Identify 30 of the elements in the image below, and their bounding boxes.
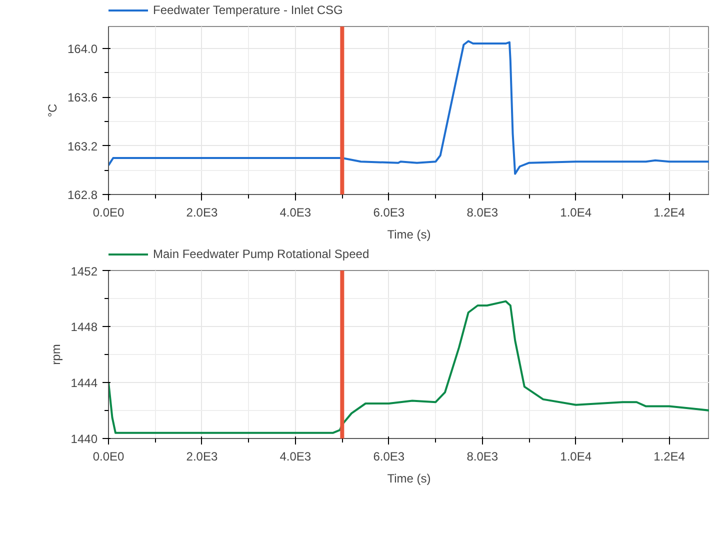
x-tick-label: 1.2E4 — [654, 206, 686, 220]
y-tick-label: 162.8 — [67, 188, 98, 202]
x-axis-title: Time (s) — [387, 472, 431, 486]
x-tick-label: 8.0E3 — [466, 206, 498, 220]
x-tick-label: 1.0E4 — [560, 450, 592, 464]
y-tick-label: 1452 — [70, 264, 98, 278]
y-tick-label: 163.6 — [67, 90, 98, 105]
x-tick-label: 4.0E3 — [280, 450, 312, 464]
y-tick-label: 1444 — [70, 376, 98, 390]
y-tick-label: 1448 — [70, 320, 98, 334]
legend-label: Main Feedwater Pump Rotational Speed — [153, 247, 370, 261]
line-series — [108, 40, 709, 175]
x-tick-label: 4.0E3 — [280, 206, 312, 220]
y-tick-label: 1440 — [70, 432, 98, 446]
x-tick-label: 2.0E3 — [186, 206, 218, 220]
x-tick-label: 0.0E0 — [92, 206, 125, 220]
x-axis-title: Time (s) — [387, 228, 431, 242]
line-series — [108, 300, 709, 434]
y-tick-label: 163.2 — [67, 139, 98, 154]
legend-label: Feedwater Temperature - Inlet CSG — [153, 3, 343, 17]
x-tick-label: 6.0E3 — [373, 450, 405, 464]
x-tick-label: 6.0E3 — [373, 206, 405, 220]
x-tick-label: 1.0E4 — [560, 206, 592, 220]
y-axis-title: °C — [45, 103, 60, 118]
x-tick-label: 1.2E4 — [654, 450, 686, 464]
x-tick-label: 8.0E3 — [466, 450, 498, 464]
x-tick-label: 2.0E3 — [186, 450, 218, 464]
y-axis-title: rpm — [48, 344, 63, 365]
x-tick-label: 0.0E0 — [92, 450, 125, 464]
y-tick-label: 164.0 — [67, 42, 98, 56]
